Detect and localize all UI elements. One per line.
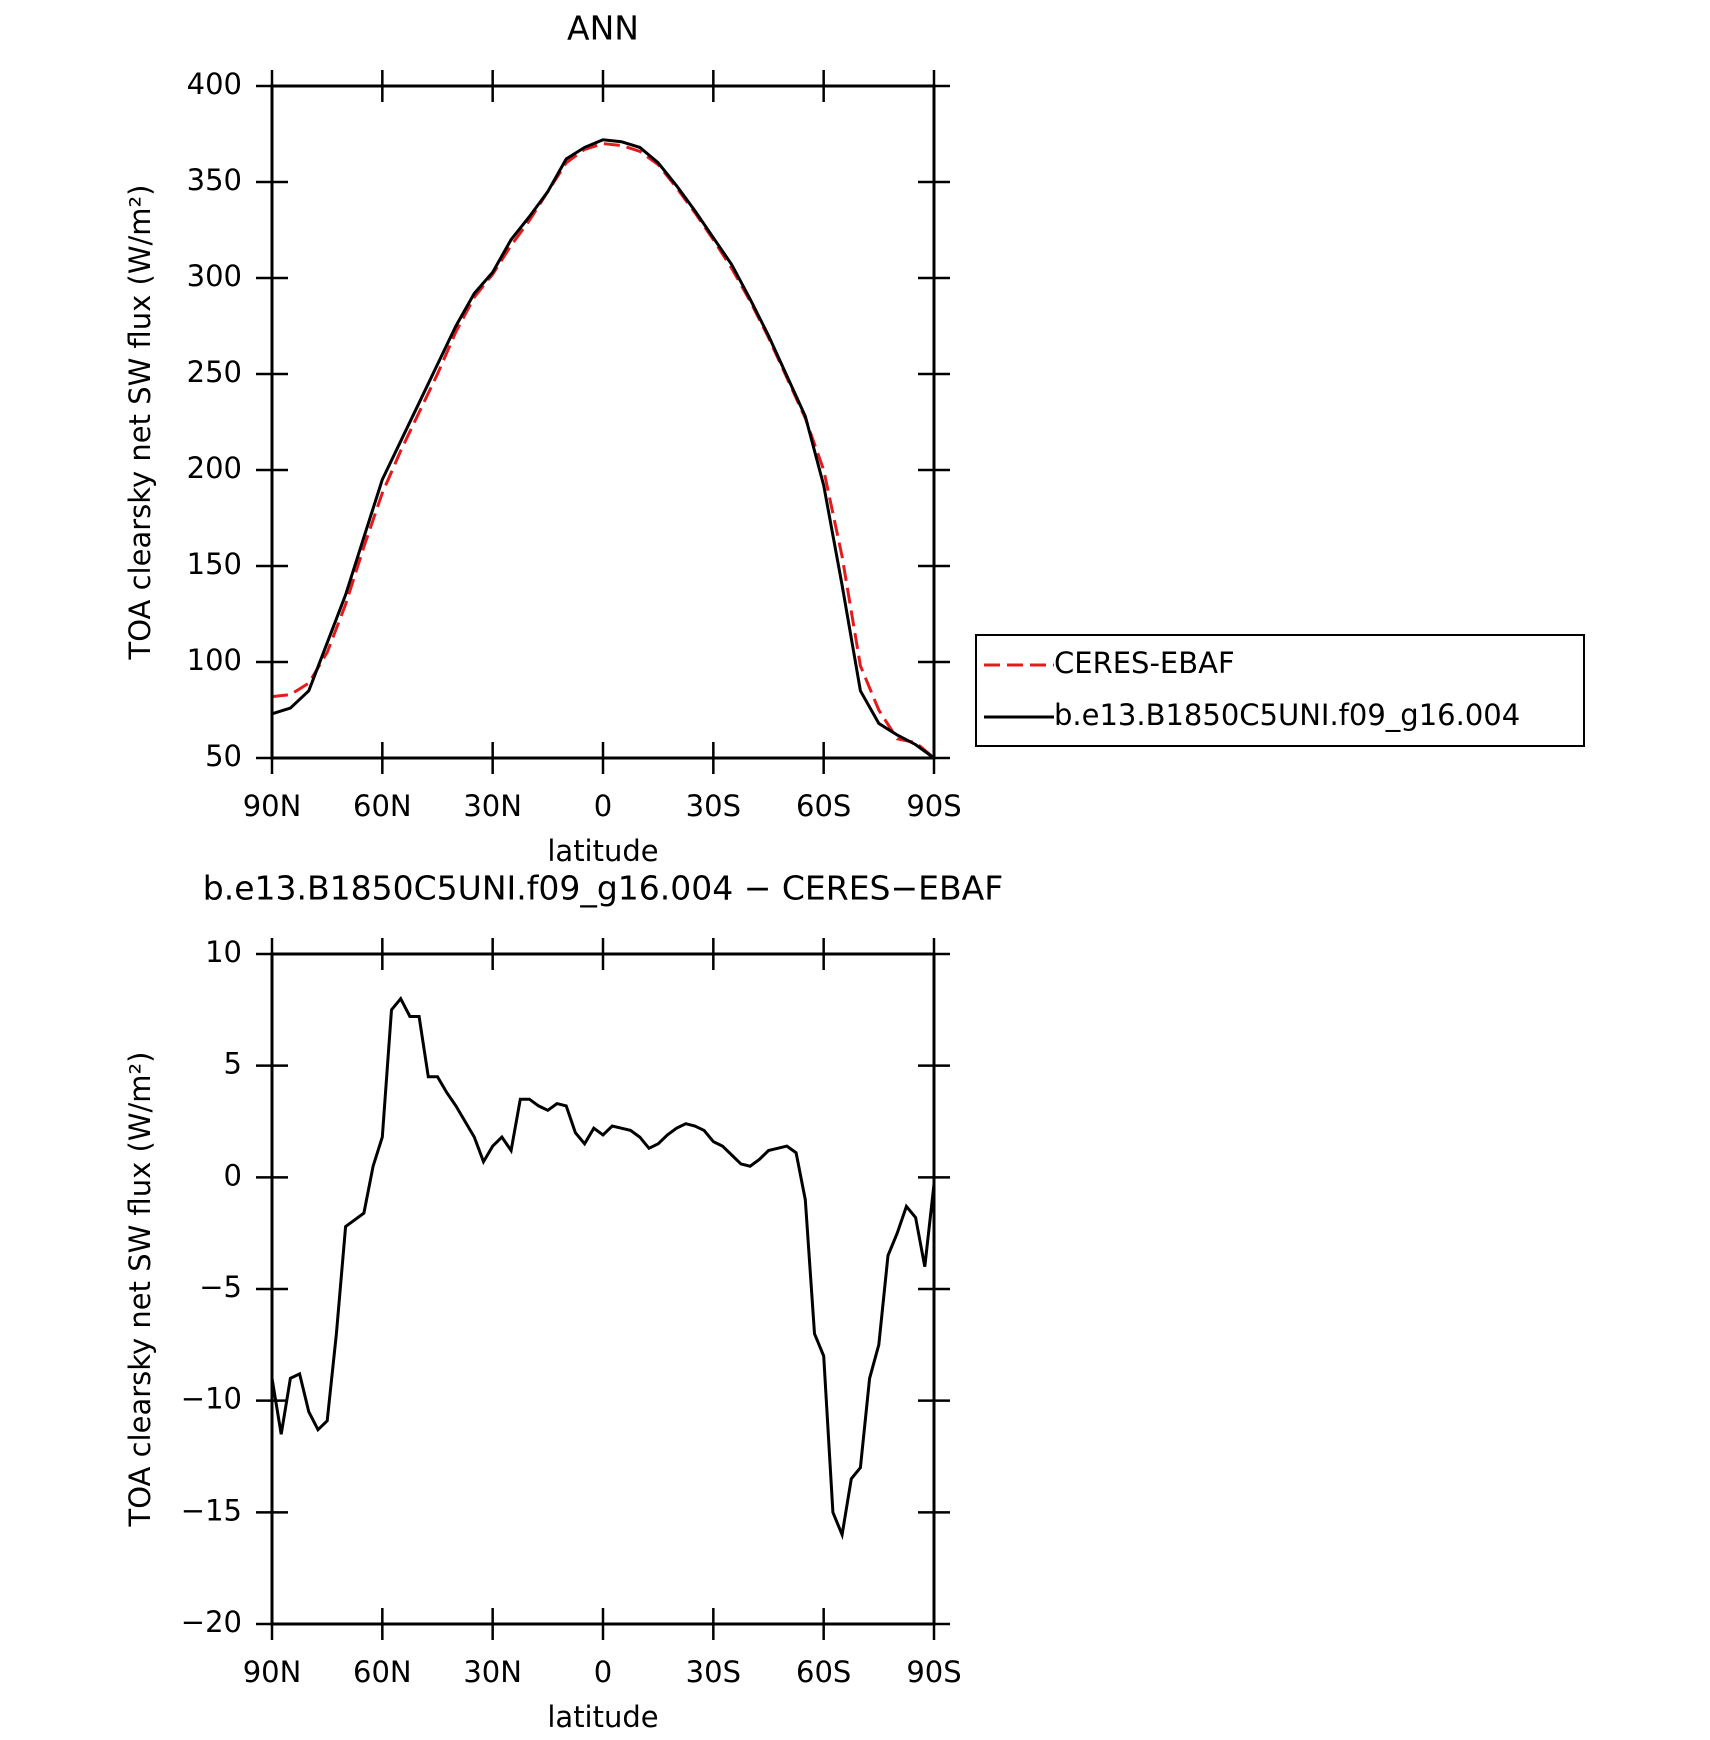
y-axis-label: TOA clearsky net SW flux (W/m²) <box>123 185 157 661</box>
y-tick-label: 150 <box>187 547 242 581</box>
y-tick-label: −5 <box>199 1270 242 1304</box>
y-tick-label: 400 <box>187 67 242 101</box>
y-tick-label: 300 <box>187 259 242 293</box>
y-tick-label: 100 <box>187 643 242 677</box>
plot-frame <box>270 84 936 760</box>
chart-title: ANN <box>567 9 639 48</box>
y-tick-label: 5 <box>224 1047 242 1081</box>
legend-label: CERES-EBAF <box>1054 646 1235 680</box>
x-tick-label: 90S <box>906 789 961 823</box>
legend-box <box>975 634 1585 747</box>
data-line <box>270 995 936 1541</box>
y-tick-label: −20 <box>181 1605 242 1639</box>
legend-label: b.e13.B1850C5UNI.f09_g16.004 <box>1054 698 1520 732</box>
x-tick-label: 60S <box>796 789 851 823</box>
x-tick-label: 60S <box>796 1655 851 1689</box>
y-tick-label: −15 <box>181 1493 242 1527</box>
x-tick-label: 0 <box>594 789 612 823</box>
x-tick-label: 90S <box>906 1655 961 1689</box>
x-tick-label: 30N <box>463 1655 522 1689</box>
x-tick-label: 30S <box>686 789 741 823</box>
y-tick-label: 200 <box>187 451 242 485</box>
y-axis-label: TOA clearsky net SW flux (W/m²) <box>123 1052 157 1528</box>
x-tick-label: 90N <box>243 1655 302 1689</box>
y-tick-label: 250 <box>187 355 242 389</box>
y-tick-label: 0 <box>224 1158 242 1192</box>
chart-title: b.e13.B1850C5UNI.f09_g16.004 − CERES−EBA… <box>203 869 1003 908</box>
y-tick-label: 350 <box>187 163 242 197</box>
x-axis-label: latitude <box>547 1700 658 1734</box>
x-axis-label: latitude <box>547 834 658 868</box>
data-line <box>271 138 935 760</box>
y-tick-label: −10 <box>181 1382 242 1416</box>
x-tick-label: 60N <box>353 1655 412 1689</box>
plot-frame <box>270 952 936 1626</box>
x-tick-label: 60N <box>353 789 412 823</box>
x-tick-label: 30S <box>686 1655 741 1689</box>
x-tick-label: 30N <box>463 789 522 823</box>
x-tick-label: 90N <box>243 789 302 823</box>
y-tick-label: 50 <box>205 739 242 773</box>
x-tick-label: 0 <box>594 1655 612 1689</box>
data-line <box>271 142 935 760</box>
y-tick-label: 10 <box>205 935 242 969</box>
